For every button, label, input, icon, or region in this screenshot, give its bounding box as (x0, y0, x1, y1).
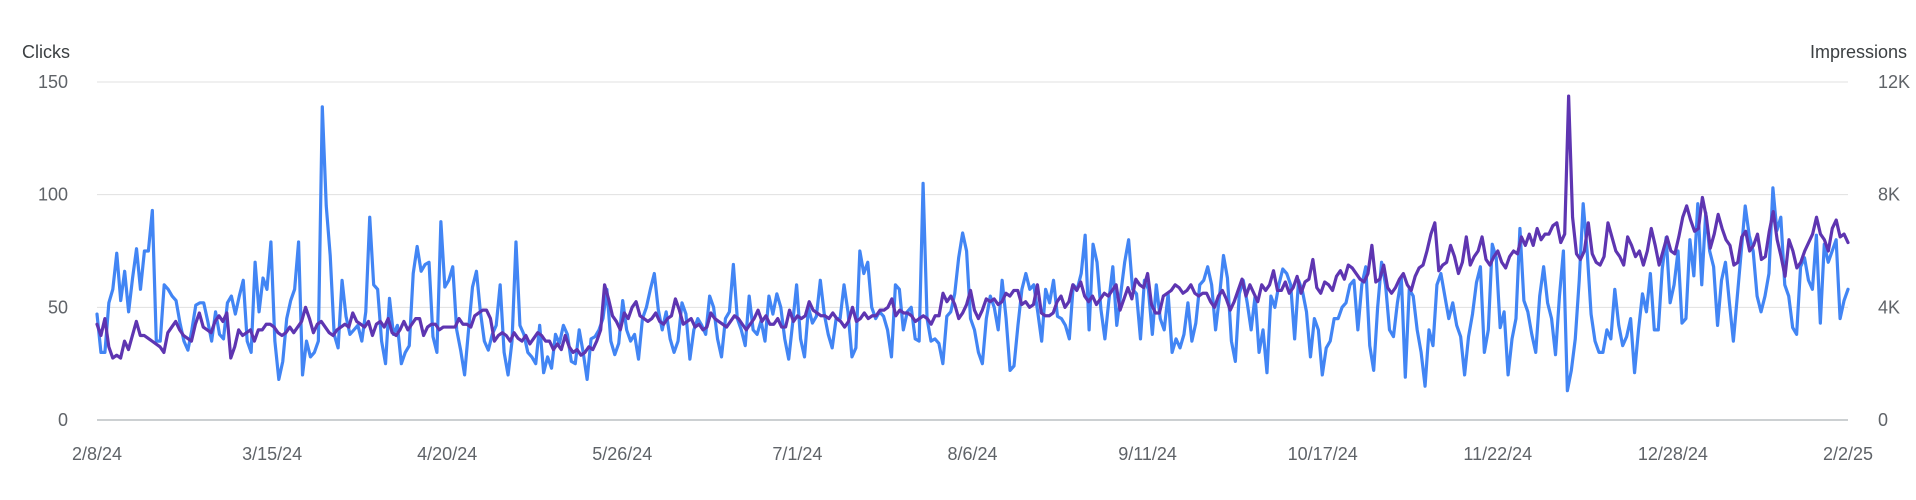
left-tick-label: 100 (38, 185, 68, 205)
x-tick-label: 7/1/24 (772, 444, 822, 464)
right-axis-title: Impressions (1810, 42, 1907, 62)
series-layer (95, 94, 1850, 393)
x-tick-label: 11/22/24 (1463, 444, 1532, 464)
clicks-series-line (95, 105, 1850, 393)
x-tick-label: 2/8/24 (72, 444, 122, 464)
right-tick-label: 8K (1878, 185, 1900, 205)
x-tick-label: 3/15/24 (242, 444, 302, 464)
x-tick-label: 10/17/24 (1288, 444, 1358, 464)
x-tick-label: 4/20/24 (417, 444, 477, 464)
x-tick-label: 12/28/24 (1638, 444, 1708, 464)
left-tick-label: 50 (48, 297, 68, 317)
x-tick-label: 2/2/25 (1823, 444, 1873, 464)
right-tick-label: 12K (1878, 72, 1910, 92)
right-tick-label: 0 (1878, 410, 1888, 430)
left-tick-label: 150 (38, 72, 68, 92)
impressions-series-line (95, 94, 1850, 360)
x-tick-label: 8/6/24 (947, 444, 997, 464)
left-tick-label: 0 (58, 410, 68, 430)
x-tick-label: 9/11/24 (1118, 444, 1177, 464)
x-tick-label: 5/26/24 (592, 444, 652, 464)
right-tick-label: 4K (1878, 297, 1900, 317)
left-axis-title: Clicks (22, 42, 70, 62)
axis-layer: Clicks Impressions 0 50 100 150 0 4K 8K 12K 2/8/… (22, 42, 1910, 464)
